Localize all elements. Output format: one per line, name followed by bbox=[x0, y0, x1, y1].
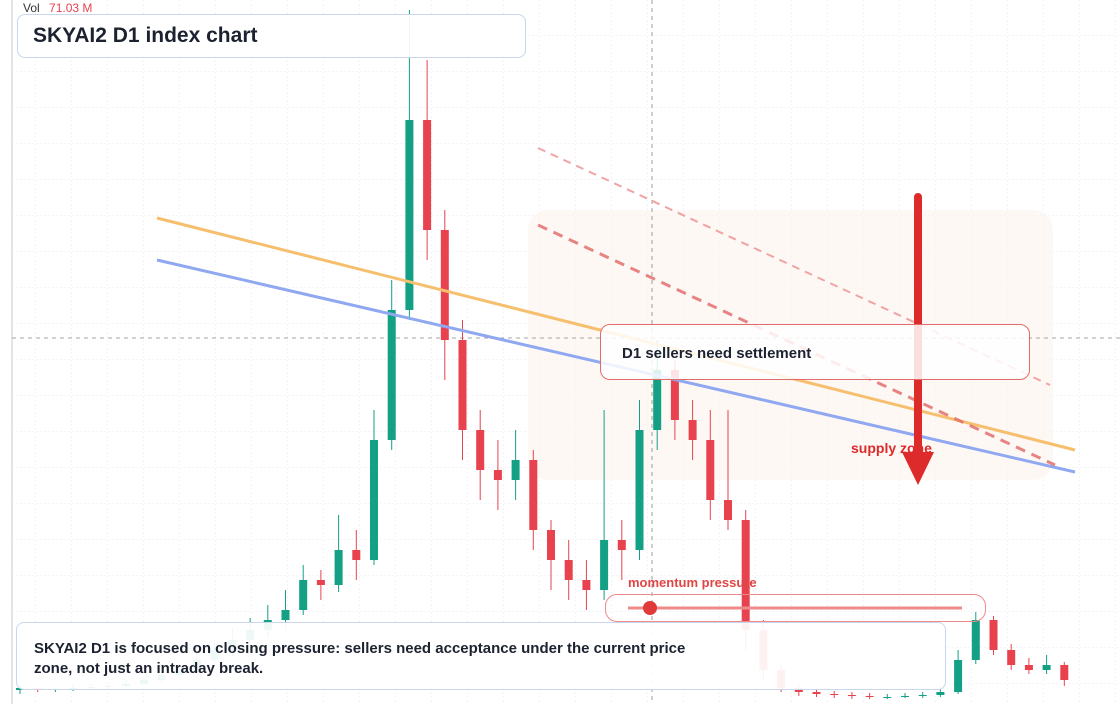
vol-label: Vol 71.03 M bbox=[23, 1, 92, 15]
candle-body bbox=[847, 695, 856, 696]
annotation: supply zone bbox=[851, 440, 932, 456]
slider-frame bbox=[605, 594, 986, 622]
candle-body bbox=[458, 340, 467, 430]
vol-value: 71.03 M bbox=[49, 1, 93, 15]
vol-label: Vol bbox=[23, 1, 40, 15]
candle-body bbox=[954, 660, 963, 692]
candle-body bbox=[706, 440, 715, 500]
candle-body bbox=[865, 696, 874, 697]
candle-body bbox=[440, 230, 449, 340]
candle-body bbox=[794, 688, 803, 692]
candle-body bbox=[352, 550, 361, 560]
candle-body bbox=[529, 460, 538, 530]
candle-body bbox=[564, 560, 573, 580]
dashed-line bbox=[537, 147, 1051, 386]
candle-body bbox=[724, 500, 732, 520]
title: SKYAI2 D1 index chart bbox=[17, 14, 526, 58]
candle-body bbox=[423, 120, 432, 230]
candle-body bbox=[387, 310, 396, 440]
candle-body bbox=[299, 580, 308, 610]
slider-dot bbox=[643, 601, 657, 615]
candle-body bbox=[1007, 650, 1016, 665]
candle-body bbox=[883, 697, 892, 698]
candle-body bbox=[1060, 665, 1069, 680]
candle-body bbox=[918, 695, 927, 696]
candle-body bbox=[830, 694, 839, 695]
arrow-head bbox=[902, 452, 934, 485]
candle-body bbox=[688, 420, 697, 440]
candle-body bbox=[617, 540, 626, 550]
annotation: momentum pressure bbox=[628, 575, 757, 590]
candle-body bbox=[600, 540, 609, 590]
candle-body bbox=[901, 696, 909, 697]
candle-body bbox=[741, 520, 750, 630]
candle-body bbox=[1042, 665, 1051, 670]
candle-body bbox=[493, 470, 502, 480]
candle-body bbox=[334, 550, 343, 585]
candle-body bbox=[281, 610, 290, 620]
candle-body bbox=[547, 530, 555, 560]
candle-body bbox=[812, 692, 821, 694]
annotation: D1 sellers need settlement bbox=[600, 324, 1030, 380]
note-box: SKYAI2 D1 is focused on closing pressure… bbox=[16, 622, 946, 690]
candle-body bbox=[1024, 665, 1033, 670]
candle-body bbox=[476, 430, 485, 470]
candle-body bbox=[511, 460, 520, 480]
candle-body bbox=[370, 440, 378, 560]
candle-body bbox=[635, 430, 644, 550]
candle-body bbox=[405, 120, 414, 310]
candle-body bbox=[971, 620, 980, 660]
note: SKYAI2 D1 is focused on closing pressure… bbox=[34, 640, 686, 677]
candle-body bbox=[316, 580, 325, 585]
candle-body bbox=[670, 370, 679, 420]
dashed-line bbox=[537, 223, 1056, 467]
candle-body bbox=[653, 370, 662, 430]
candle-body bbox=[989, 620, 998, 650]
candle-body bbox=[582, 580, 591, 590]
candle-body bbox=[936, 692, 945, 695]
